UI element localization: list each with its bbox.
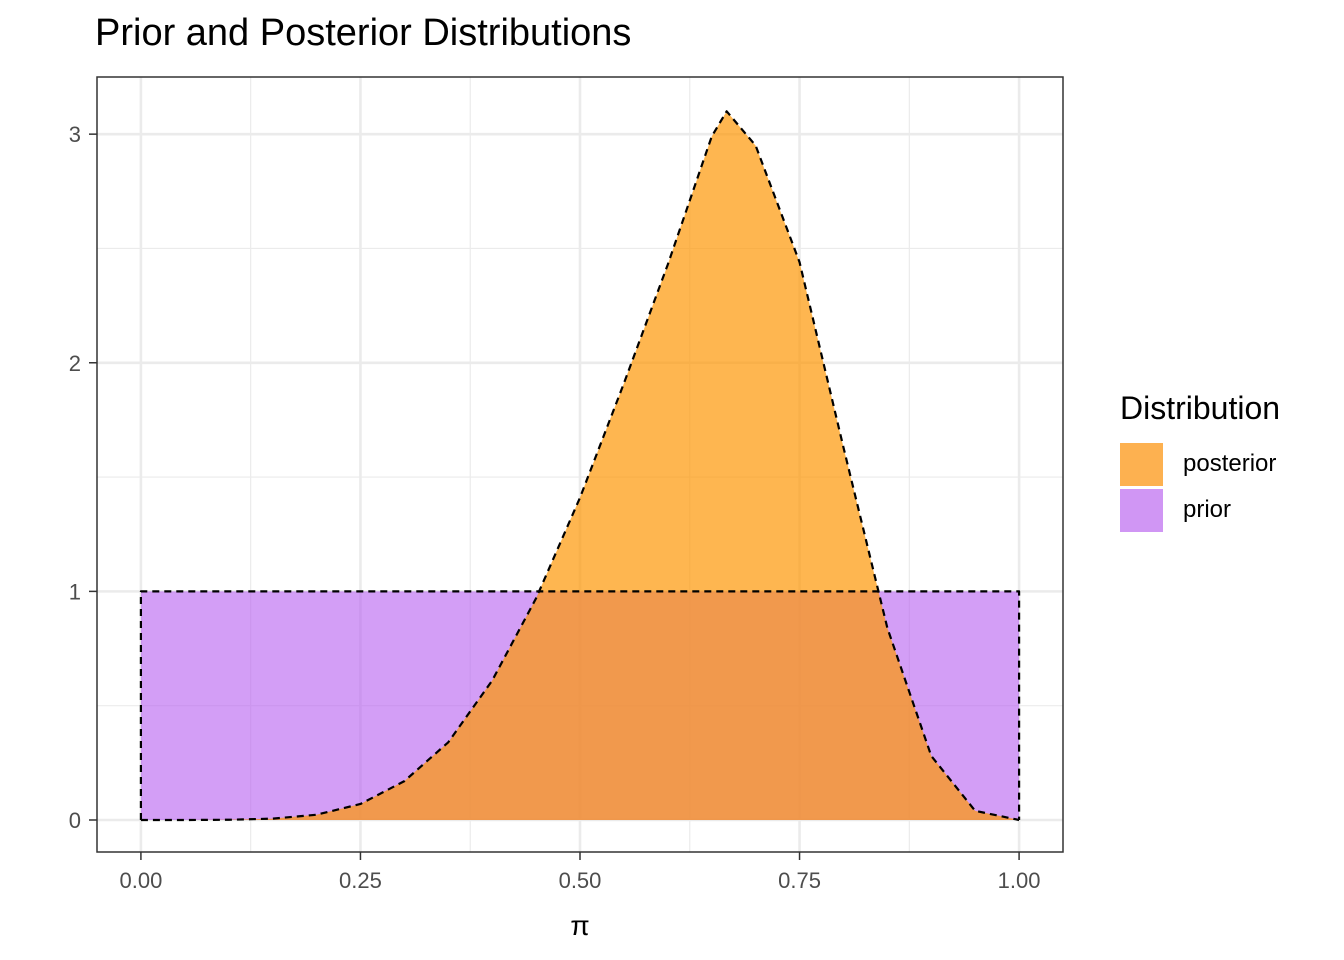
legend-label-prior: prior (1183, 496, 1232, 523)
x-axis-title: π (570, 910, 589, 941)
y-tick-label: 0 (69, 808, 81, 833)
legend-title: Distribution (1120, 390, 1281, 426)
legend: Distribution posterior prior (1120, 390, 1280, 533)
legend-label-posterior: posterior (1183, 450, 1277, 477)
legend-item-posterior: posterior (1120, 441, 1280, 487)
x-tick-label: 0.25 (339, 868, 382, 893)
x-tick-label: 1.00 (998, 868, 1041, 893)
x-tick-label: 0.75 (778, 868, 821, 893)
legend-item-prior: prior (1120, 487, 1280, 533)
chart-title: Prior and Posterior Distributions (95, 12, 632, 54)
y-tick-label: 2 (69, 351, 81, 376)
legend-key-posterior (1120, 442, 1163, 486)
area-posterior (140, 111, 1020, 820)
y-tick-label: 1 (69, 579, 81, 604)
outline-prior (139, 590, 1021, 820)
legend-key-prior (1120, 488, 1163, 532)
x-tick-label: 0.50 (559, 868, 602, 893)
x-tick-label: 0.00 (119, 868, 162, 893)
y-tick-label: 3 (69, 122, 81, 147)
